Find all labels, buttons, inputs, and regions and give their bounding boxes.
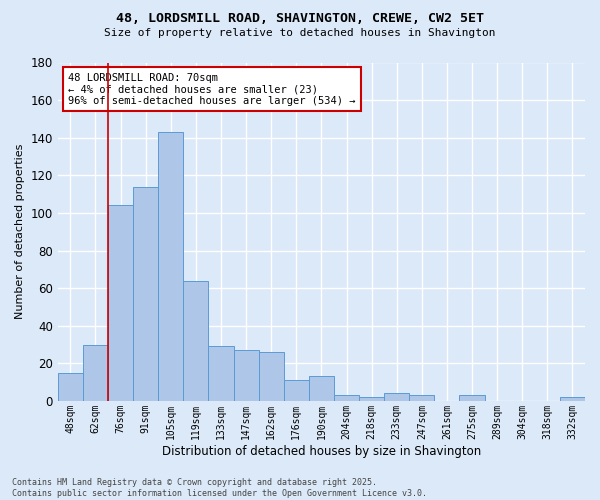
- Bar: [359, 397, 384, 401]
- Bar: [309, 376, 334, 401]
- Bar: [233, 350, 259, 401]
- Bar: [460, 396, 485, 401]
- Text: 48, LORDSMILL ROAD, SHAVINGTON, CREWE, CW2 5ET: 48, LORDSMILL ROAD, SHAVINGTON, CREWE, C…: [116, 12, 484, 26]
- Bar: [83, 344, 108, 401]
- Bar: [158, 132, 184, 401]
- Text: Size of property relative to detached houses in Shavington: Size of property relative to detached ho…: [104, 28, 496, 38]
- Bar: [108, 206, 133, 401]
- Text: 48 LORDSMILL ROAD: 70sqm
← 4% of detached houses are smaller (23)
96% of semi-de: 48 LORDSMILL ROAD: 70sqm ← 4% of detache…: [68, 72, 356, 106]
- Bar: [58, 372, 83, 401]
- Y-axis label: Number of detached properties: Number of detached properties: [15, 144, 25, 320]
- X-axis label: Distribution of detached houses by size in Shavington: Distribution of detached houses by size …: [162, 444, 481, 458]
- Bar: [409, 396, 434, 401]
- Bar: [184, 280, 208, 401]
- Text: Contains HM Land Registry data © Crown copyright and database right 2025.
Contai: Contains HM Land Registry data © Crown c…: [12, 478, 427, 498]
- Bar: [259, 352, 284, 401]
- Bar: [334, 396, 359, 401]
- Bar: [284, 380, 309, 401]
- Bar: [208, 346, 233, 401]
- Bar: [133, 186, 158, 401]
- Bar: [560, 397, 585, 401]
- Bar: [384, 394, 409, 401]
